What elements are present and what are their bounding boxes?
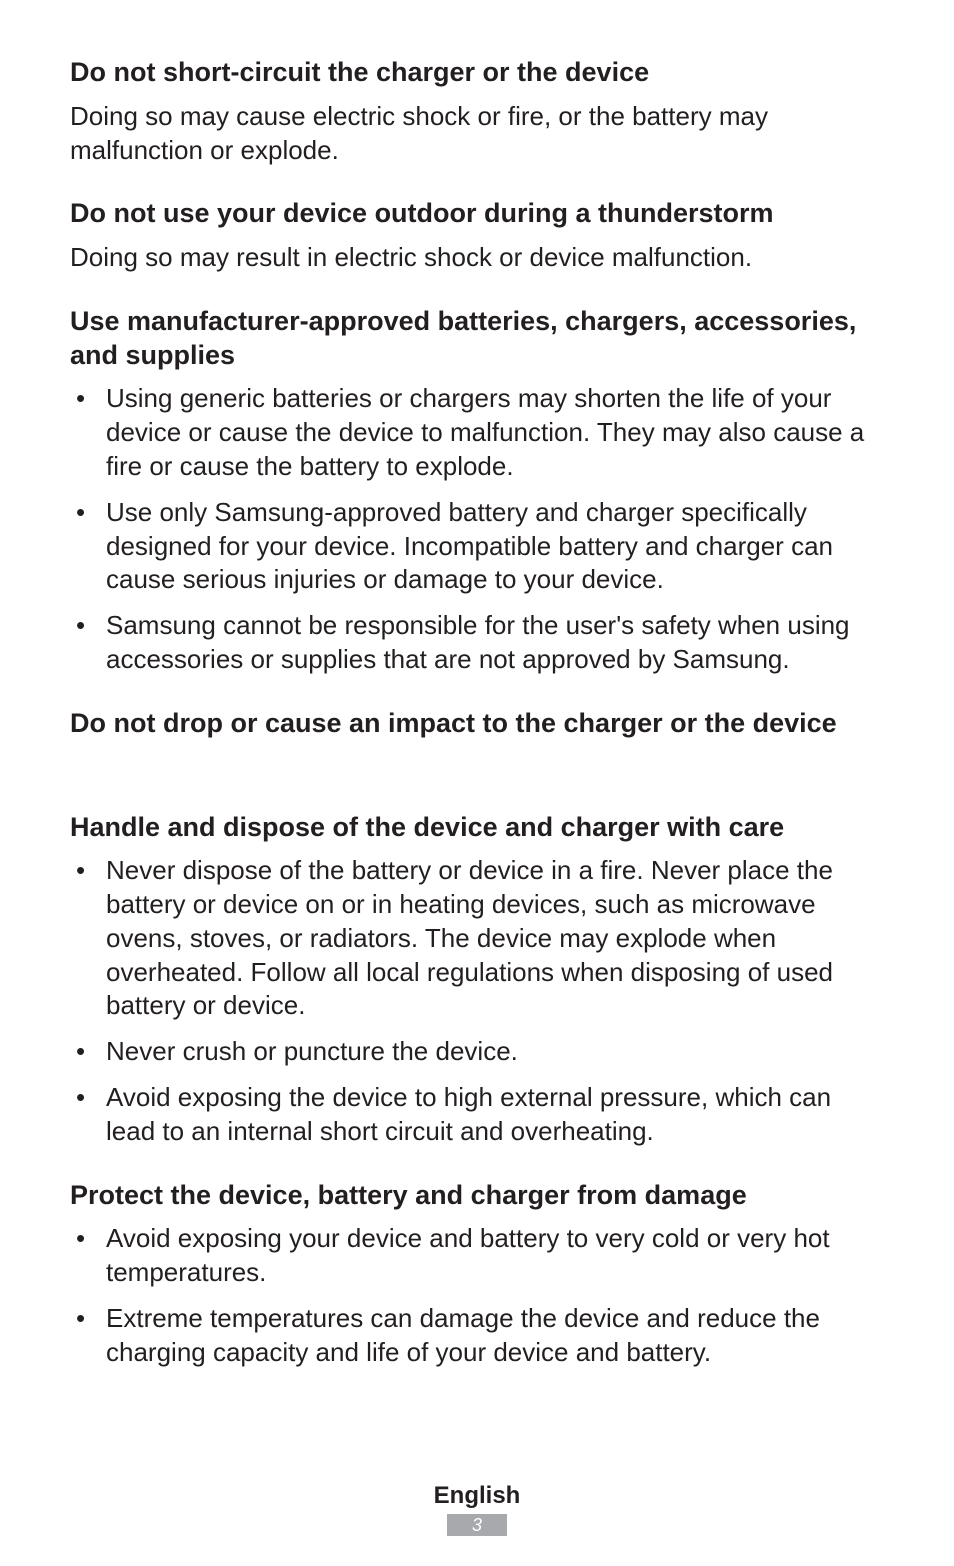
section-heading: Do not use your device outdoor during a … bbox=[70, 197, 884, 231]
bullet-item: Use only Samsung-approved battery and ch… bbox=[70, 496, 884, 597]
section-heading: Do not drop or cause an impact to the ch… bbox=[70, 707, 884, 741]
bullet-item: Never dispose of the battery or device i… bbox=[70, 854, 884, 1023]
section-heading: Handle and dispose of the device and cha… bbox=[70, 811, 884, 845]
bullet-list: Avoid exposing your device and battery t… bbox=[70, 1222, 884, 1369]
section-heading: Use manufacturer-approved batteries, cha… bbox=[70, 305, 884, 373]
section-heading: Do not short-circuit the charger or the … bbox=[70, 56, 884, 90]
page: Do not short-circuit the charger or the … bbox=[0, 0, 954, 1566]
footer-page-number: 3 bbox=[447, 1514, 507, 1536]
bullet-list: Using generic batteries or chargers may … bbox=[70, 382, 884, 676]
spacer bbox=[70, 751, 884, 781]
section-heading: Protect the device, battery and charger … bbox=[70, 1179, 884, 1213]
bullet-item: Samsung cannot be responsible for the us… bbox=[70, 609, 884, 677]
content: Do not short-circuit the charger or the … bbox=[70, 56, 884, 1370]
bullet-item: Using generic batteries or chargers may … bbox=[70, 382, 884, 483]
bullet-item: Avoid exposing your device and battery t… bbox=[70, 1222, 884, 1290]
bullet-item: Never crush or puncture the device. bbox=[70, 1035, 884, 1069]
footer-language: English bbox=[0, 1482, 954, 1510]
section-paragraph: Doing so may result in electric shock or… bbox=[70, 241, 884, 275]
bullet-item: Avoid exposing the device to high extern… bbox=[70, 1081, 884, 1149]
footer: English 3 bbox=[0, 1482, 954, 1536]
bullet-list: Never dispose of the battery or device i… bbox=[70, 854, 884, 1148]
section-paragraph: Doing so may cause electric shock or fir… bbox=[70, 100, 884, 168]
bullet-item: Extreme temperatures can damage the devi… bbox=[70, 1302, 884, 1370]
